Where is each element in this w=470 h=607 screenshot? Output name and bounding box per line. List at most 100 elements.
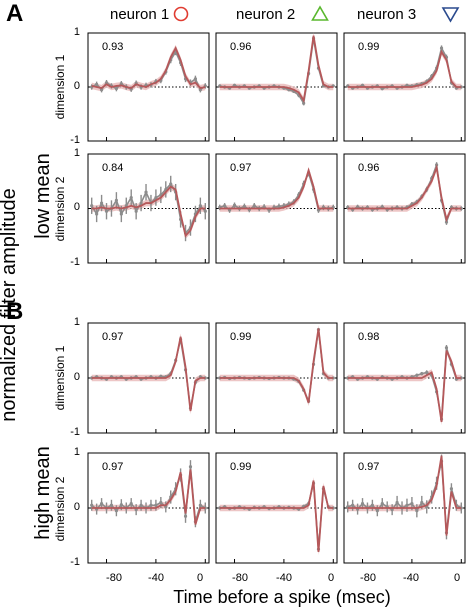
data-point xyxy=(198,204,202,208)
data-point xyxy=(449,487,454,491)
correlation-value: 0.97 xyxy=(230,162,251,174)
condition-label-low-mean: low mean xyxy=(32,153,54,239)
y-tick-label: -1 xyxy=(70,134,80,146)
model-line xyxy=(91,469,206,525)
model-line xyxy=(347,350,462,423)
data-point xyxy=(425,370,429,375)
model-line xyxy=(347,455,462,536)
data-point xyxy=(90,204,94,208)
data-point xyxy=(183,514,188,518)
data-point xyxy=(99,88,104,92)
data-point xyxy=(444,346,449,350)
x-tick-labels: -80 -40 0 -80 -40 0 -80 -40 0 xyxy=(106,572,460,584)
data-point xyxy=(159,500,163,505)
correlation-value: 0.99 xyxy=(358,41,379,53)
correlation-value: 0.97 xyxy=(358,461,379,473)
x-tick-label: -80 xyxy=(106,572,122,584)
plot-panel: 0.96 xyxy=(215,32,338,142)
data-point xyxy=(395,500,399,505)
data-point xyxy=(360,502,365,506)
data-point xyxy=(198,503,202,507)
panel-grid: 0.93 0.96 0.99 0.84 0.97 0.96 0.97 0.99 0.98 0.97… xyxy=(87,32,466,564)
plot-panel: 0.97 xyxy=(215,153,338,264)
data-point xyxy=(420,500,424,505)
row-label-high-dim-1: dimension 1 xyxy=(53,345,67,410)
data-line xyxy=(219,170,334,212)
data-point xyxy=(99,201,104,205)
data-point xyxy=(129,502,133,506)
model-line xyxy=(347,49,462,88)
column-title-neuron-2: neuron 2 xyxy=(236,6,295,23)
data-point xyxy=(410,502,414,506)
model-line xyxy=(219,328,334,404)
row-label-high-dim-2: dimension 2 xyxy=(53,476,67,541)
x-tick-label: -80 xyxy=(232,572,248,584)
y-tick-label: 1 xyxy=(74,446,80,458)
correlation-value: 0.99 xyxy=(230,331,251,343)
data-point xyxy=(439,46,444,50)
panel-label-a: A xyxy=(6,0,23,27)
data-point xyxy=(99,502,104,506)
data-point xyxy=(95,212,99,216)
data-point xyxy=(169,182,173,186)
row-label-low-dim-2: dimension 2 xyxy=(53,176,67,241)
data-point xyxy=(435,163,439,167)
plot-panel: 0.84 xyxy=(87,153,210,264)
correlation-value: 0.84 xyxy=(102,162,123,174)
data-point xyxy=(375,509,379,513)
circle-marker-icon xyxy=(173,6,189,22)
data-point xyxy=(420,372,424,376)
condition-label-high-mean: high mean xyxy=(32,446,54,539)
model-line xyxy=(91,46,206,90)
data-point xyxy=(188,465,193,469)
model-line xyxy=(219,35,334,104)
model-line xyxy=(347,164,462,223)
data-point xyxy=(104,209,109,213)
correlation-value: 0.97 xyxy=(102,461,123,473)
column-title-neuron-1: neuron 1 xyxy=(110,6,169,23)
data-point xyxy=(95,82,99,86)
row-label-low-dim-1: dimension 1 xyxy=(53,54,67,119)
plot-panel: 0.97 xyxy=(87,322,210,434)
x-tick-label: 0 xyxy=(197,572,203,584)
data-point xyxy=(104,81,109,85)
correlation-value: 0.99 xyxy=(230,461,251,473)
model-confidence-band xyxy=(347,48,462,91)
model-line xyxy=(219,167,334,210)
y-tick-label: 1 xyxy=(74,147,80,159)
data-point xyxy=(415,373,419,377)
data-point xyxy=(415,509,419,513)
correlation-value: 0.97 xyxy=(102,331,123,343)
y-tick-label: -1 xyxy=(70,426,80,438)
y-axis-label: normalized filter amplitude xyxy=(0,188,20,421)
model-line xyxy=(219,480,334,553)
x-tick-label: 0 xyxy=(328,572,334,584)
data-line xyxy=(347,45,462,90)
plot-panel: 0.93 xyxy=(87,32,210,142)
plot-panel: 0.99 xyxy=(215,322,338,434)
correlation-value: 0.96 xyxy=(358,162,379,174)
triangle-down-marker-icon xyxy=(441,7,460,23)
data-point xyxy=(242,204,246,208)
model-confidence-band xyxy=(219,32,334,104)
model-line xyxy=(91,336,206,412)
plot-panel: 0.97 xyxy=(343,452,466,564)
model-line xyxy=(91,185,206,238)
data-point xyxy=(139,201,143,205)
plot-panel: 0.99 xyxy=(215,452,338,564)
y-tick-label: -1 xyxy=(70,556,80,568)
data-point xyxy=(114,87,118,91)
correlation-value: 0.98 xyxy=(358,331,379,343)
data-point xyxy=(119,82,123,86)
plot-panel: 0.96 xyxy=(343,153,466,264)
triangle-up-marker-icon xyxy=(311,5,329,21)
correlation-value: 0.93 xyxy=(102,41,123,53)
x-tick-label: 0 xyxy=(454,572,460,584)
data-point xyxy=(302,101,306,105)
y-tick-label: 0 xyxy=(74,501,80,513)
data-point xyxy=(119,503,123,507)
data-point xyxy=(114,509,118,513)
y-tick-label: 0 xyxy=(74,201,80,213)
data-point xyxy=(198,88,202,92)
